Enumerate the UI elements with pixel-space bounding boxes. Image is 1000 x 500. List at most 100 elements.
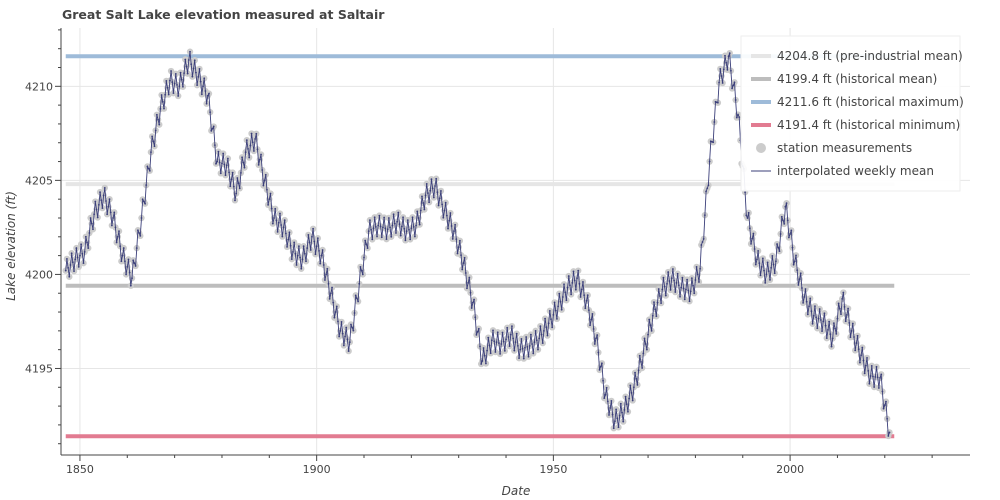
weekly-mean-marker bbox=[578, 282, 581, 285]
weekly-mean-marker bbox=[357, 300, 359, 303]
weekly-mean-marker bbox=[274, 207, 277, 210]
weekly-mean-marker bbox=[390, 235, 393, 238]
weekly-mean-marker bbox=[94, 200, 97, 203]
weekly-mean-marker bbox=[786, 219, 789, 222]
weekly-mean-marker bbox=[208, 92, 210, 95]
weekly-mean-marker bbox=[824, 324, 827, 327]
weekly-mean-marker bbox=[632, 386, 635, 389]
weekly-mean-marker bbox=[76, 256, 79, 259]
weekly-mean-marker bbox=[587, 309, 590, 312]
weekly-mean-marker bbox=[248, 156, 251, 159]
weekly-mean-marker bbox=[730, 69, 732, 72]
weekly-mean-marker bbox=[231, 171, 234, 174]
weekly-mean-marker bbox=[199, 80, 202, 83]
weekly-mean-marker bbox=[653, 301, 655, 304]
weekly-mean-marker bbox=[880, 373, 883, 376]
weekly-mean-marker bbox=[122, 247, 125, 249]
weekly-mean-marker bbox=[511, 325, 513, 328]
weekly-mean-marker bbox=[649, 324, 652, 327]
weekly-mean-marker bbox=[421, 195, 423, 198]
weekly-mean-marker bbox=[448, 219, 451, 222]
weekly-mean-marker bbox=[443, 209, 446, 212]
weekly-mean-marker bbox=[312, 227, 315, 230]
weekly-mean-marker bbox=[286, 246, 288, 248]
weekly-mean-marker bbox=[771, 254, 774, 257]
weekly-mean-marker bbox=[810, 310, 813, 312]
weekly-mean-marker bbox=[689, 290, 692, 293]
weekly-mean-marker bbox=[84, 235, 87, 238]
weekly-mean-marker bbox=[219, 172, 222, 175]
weekly-mean-marker bbox=[379, 225, 382, 228]
weekly-mean-marker bbox=[157, 118, 159, 121]
weekly-mean-marker bbox=[288, 231, 291, 234]
weekly-mean-marker bbox=[822, 320, 825, 323]
weekly-mean-marker bbox=[758, 262, 761, 265]
weekly-mean-marker bbox=[425, 182, 428, 185]
weekly-mean-marker bbox=[241, 156, 243, 159]
weekly-mean-marker bbox=[483, 354, 486, 357]
weekly-mean-marker bbox=[564, 291, 567, 294]
weekly-mean-marker bbox=[475, 333, 478, 336]
weekly-mean-marker bbox=[197, 76, 200, 78]
weekly-mean-marker bbox=[577, 269, 580, 272]
weekly-mean-marker bbox=[481, 360, 484, 362]
weekly-mean-marker bbox=[134, 265, 137, 267]
weekly-mean-marker bbox=[411, 216, 414, 219]
weekly-mean-marker bbox=[602, 379, 604, 382]
weekly-mean-marker bbox=[744, 191, 747, 194]
weekly-mean-marker bbox=[133, 262, 136, 265]
weekly-mean-marker bbox=[66, 257, 68, 260]
weekly-mean-marker bbox=[235, 192, 238, 195]
weekly-mean-marker bbox=[468, 276, 471, 279]
weekly-mean-marker bbox=[696, 273, 699, 276]
weekly-mean-marker bbox=[331, 286, 333, 289]
weekly-mean-marker bbox=[586, 294, 589, 297]
x-tick-label: 2000 bbox=[776, 463, 804, 476]
weekly-mean-marker bbox=[412, 226, 415, 228]
weekly-mean-marker bbox=[154, 129, 157, 132]
weekly-mean-marker bbox=[296, 254, 299, 257]
weekly-mean-marker bbox=[851, 322, 854, 325]
weekly-mean-marker bbox=[158, 123, 161, 126]
weekly-mean-marker bbox=[318, 250, 320, 252]
weekly-mean-marker bbox=[767, 270, 770, 273]
weekly-mean-marker bbox=[141, 198, 144, 201]
weekly-mean-marker bbox=[492, 329, 494, 332]
weekly-mean-marker bbox=[490, 339, 493, 342]
weekly-mean-marker bbox=[244, 151, 247, 154]
weekly-mean-marker bbox=[142, 200, 145, 203]
weekly-mean-marker bbox=[698, 281, 700, 283]
weekly-mean-marker bbox=[319, 262, 322, 265]
weekly-mean-marker bbox=[218, 161, 221, 164]
weekly-mean-marker bbox=[418, 223, 421, 226]
weekly-mean-marker bbox=[264, 173, 267, 176]
weekly-mean-marker bbox=[722, 68, 725, 71]
weekly-mean-marker bbox=[437, 204, 440, 207]
weekly-mean-marker bbox=[189, 50, 191, 53]
weekly-mean-marker bbox=[64, 269, 67, 272]
weekly-mean-marker bbox=[519, 348, 522, 351]
weekly-mean-marker bbox=[416, 210, 419, 213]
weekly-mean-marker bbox=[365, 243, 368, 246]
weekly-mean-marker bbox=[494, 351, 497, 353]
weekly-mean-marker bbox=[570, 293, 573, 296]
weekly-mean-marker bbox=[100, 199, 103, 202]
weekly-mean-marker bbox=[89, 217, 92, 219]
weekly-mean-marker bbox=[802, 301, 805, 304]
weekly-mean-marker bbox=[118, 230, 120, 233]
weekly-mean-marker bbox=[159, 107, 162, 110]
weekly-mean-marker bbox=[672, 268, 674, 270]
weekly-mean-marker bbox=[185, 65, 188, 68]
legend: 4204.8 ft (pre-industrial mean) 4199.4 ft… bbox=[740, 35, 964, 192]
weekly-mean-marker bbox=[287, 238, 290, 241]
weekly-mean-marker bbox=[528, 344, 531, 347]
weekly-mean-marker bbox=[860, 354, 863, 357]
weekly-mean-marker bbox=[823, 312, 826, 315]
weekly-mean-marker bbox=[868, 382, 871, 385]
weekly-mean-marker bbox=[598, 368, 601, 371]
weekly-mean-marker bbox=[234, 199, 236, 202]
weekly-mean-marker bbox=[121, 254, 124, 257]
weekly-mean-marker bbox=[864, 364, 867, 367]
weekly-mean-marker bbox=[720, 75, 723, 77]
